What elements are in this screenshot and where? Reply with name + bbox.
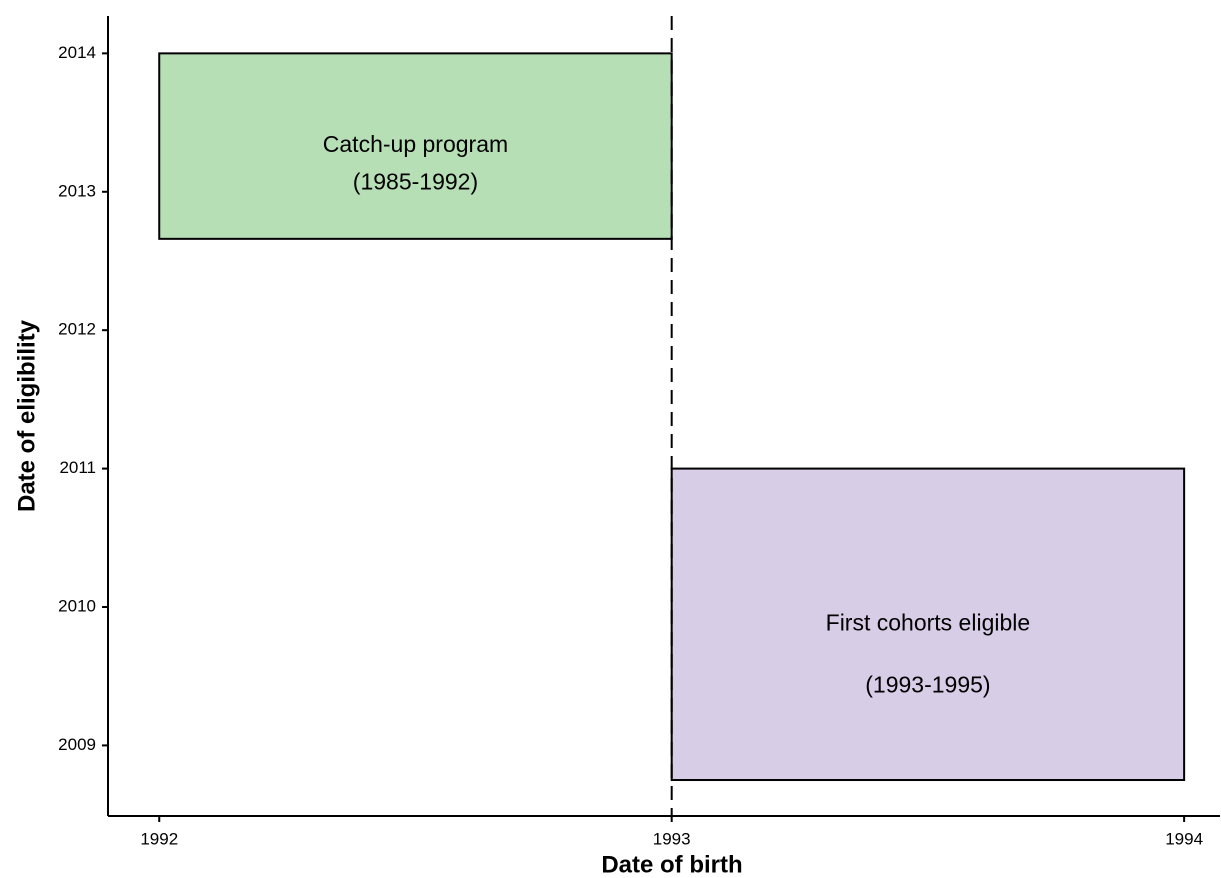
region bbox=[158, 52, 673, 240]
region-label: Catch-up program bbox=[323, 131, 508, 157]
y-tick-label: 2014 bbox=[58, 43, 96, 62]
region-label: (1985-1992) bbox=[353, 168, 478, 194]
region-label: (1993-1995) bbox=[865, 672, 990, 698]
x-tick-label: 1993 bbox=[653, 829, 691, 848]
region bbox=[670, 467, 1186, 782]
y-tick-label: 2009 bbox=[58, 735, 96, 754]
x-tick-label: 1994 bbox=[1165, 829, 1203, 848]
x-tick-label: 1992 bbox=[140, 829, 178, 848]
y-tick-label: 2013 bbox=[58, 181, 96, 200]
y-axis-title: Date of eligibility bbox=[13, 319, 40, 512]
y-tick-label: 2010 bbox=[58, 596, 96, 615]
x-axis-title: Date of birth bbox=[601, 851, 742, 878]
y-tick-label: 2011 bbox=[59, 458, 96, 477]
region-label: First cohorts eligible bbox=[826, 609, 1031, 635]
y-tick-label: 2012 bbox=[58, 320, 96, 339]
